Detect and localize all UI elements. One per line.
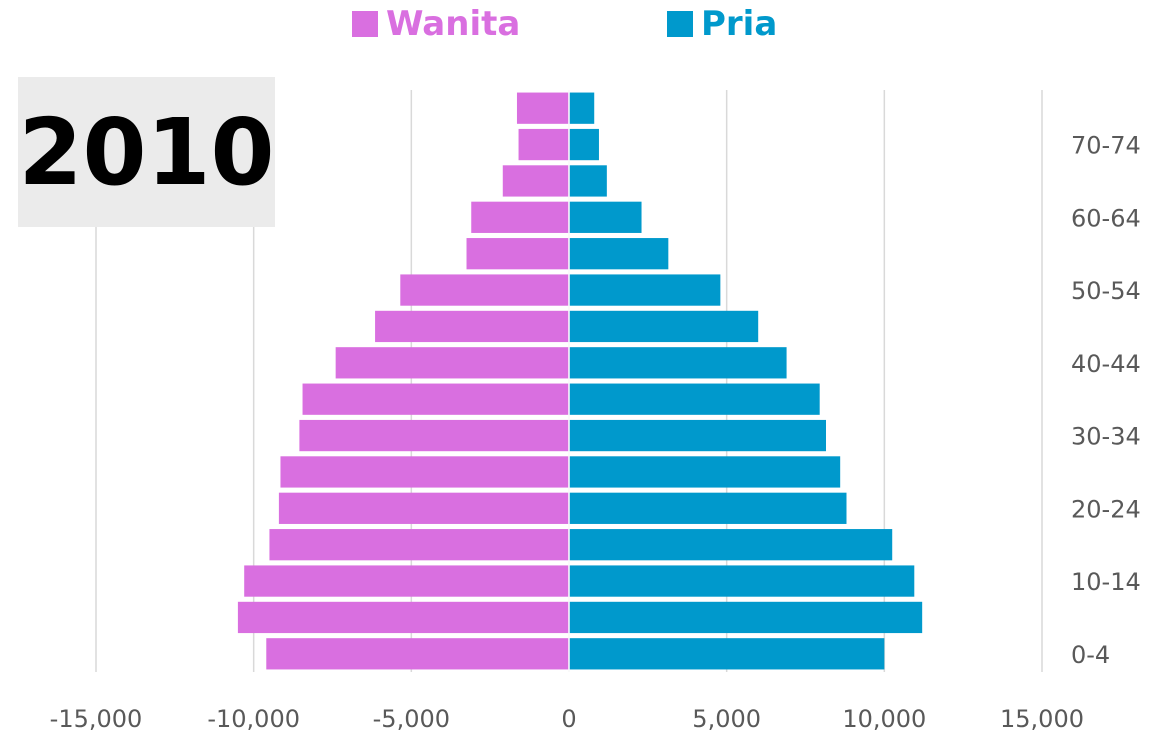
bar-wanita-10-14 <box>244 565 569 597</box>
x-tick-label-0: -15,000 <box>50 705 143 731</box>
bar-wanita-25-29 <box>280 456 569 488</box>
bar-wanita-65-69 <box>502 165 569 197</box>
x-tick-label-2: -5,000 <box>373 705 450 731</box>
y-tick-label-70-74: 70-74 <box>1071 132 1141 160</box>
y-tick-label-0-4: 0-4 <box>1071 641 1110 669</box>
legend-swatch-pria <box>667 11 693 37</box>
y-tick-label-40-44: 40-44 <box>1071 350 1141 378</box>
legend-label-wanita: Wanita <box>386 4 521 44</box>
bar-pria-35-39 <box>569 383 820 415</box>
bar-pria-30-34 <box>569 419 826 452</box>
bar-pria-65-69 <box>569 165 607 197</box>
bar-wanita-55-59 <box>466 238 569 270</box>
bar-wanita-75+ <box>516 92 569 124</box>
bar-pria-60-64 <box>569 201 642 233</box>
bar-pria-20-24 <box>569 492 847 524</box>
bar-pria-25-29 <box>569 456 841 488</box>
bar-pria-5-9 <box>569 601 923 634</box>
bar-wanita-20-24 <box>278 492 569 524</box>
bar-wanita-50-54 <box>400 274 569 306</box>
year-label: 2010 <box>18 98 275 206</box>
legend-item-wanita: Wanita <box>352 4 520 44</box>
y-axis-tick-labels: 0-4 10-14 20-24 30-34 40-44 50-54 60-64 70-74 <box>1071 132 1141 669</box>
y-tick-label-50-54: 50-54 <box>1071 277 1141 305</box>
bar-wanita-35-39 <box>302 383 569 415</box>
bar-wanita-30-34 <box>299 419 569 452</box>
bar-wanita-15-19 <box>269 529 569 561</box>
x-tick-label-4: 5,000 <box>692 705 761 731</box>
bar-wanita-45-49 <box>375 310 569 343</box>
x-tick-label-5: 10,000 <box>842 705 926 731</box>
bar-pria-15-19 <box>569 529 893 561</box>
bar-pria-55-59 <box>569 238 669 270</box>
bar-wanita-0-4 <box>266 638 569 670</box>
bar-wanita-70-74 <box>518 128 569 161</box>
bar-pria-75+ <box>569 92 595 124</box>
legend-label-pria: Pria <box>701 4 778 44</box>
bar-pria-0-4 <box>569 638 885 670</box>
y-tick-label-30-34: 30-34 <box>1071 423 1141 451</box>
x-tick-label-3: 0 <box>561 705 576 731</box>
y-tick-label-20-24: 20-24 <box>1071 495 1141 523</box>
bar-wanita-5-9 <box>237 601 569 634</box>
legend-swatch-wanita <box>352 11 378 37</box>
bar-pria-40-44 <box>569 347 787 379</box>
bars <box>237 90 923 672</box>
x-axis-tick-labels: -15,000 -10,000 -5,000 0 5,000 10,000 15,000 <box>50 705 1084 731</box>
bar-pria-10-14 <box>569 565 915 597</box>
bar-pria-50-54 <box>569 274 721 306</box>
bar-pria-45-49 <box>569 310 759 343</box>
legend: Wanita Pria <box>0 4 1171 48</box>
x-tick-label-6: 15,000 <box>1000 705 1084 731</box>
year-label-box: 2010 <box>18 77 275 227</box>
x-tick-label-1: -10,000 <box>207 705 300 731</box>
y-tick-label-10-14: 10-14 <box>1071 568 1141 596</box>
bar-wanita-60-64 <box>471 201 569 233</box>
bar-pria-70-74 <box>569 128 599 161</box>
y-tick-label-60-64: 60-64 <box>1071 204 1141 232</box>
legend-item-pria: Pria <box>667 4 777 44</box>
bar-wanita-40-44 <box>335 347 569 379</box>
